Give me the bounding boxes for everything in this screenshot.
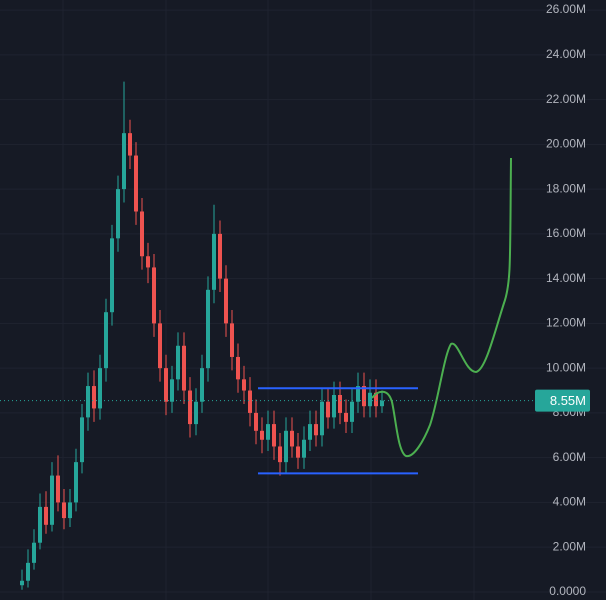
- y-tick-label: 12.00M: [546, 316, 586, 330]
- candle-body: [158, 323, 162, 369]
- y-tick-label: 24.00M: [546, 47, 586, 61]
- candle-body: [200, 368, 204, 402]
- candle-body: [344, 412, 348, 422]
- candle-body: [182, 345, 186, 391]
- candle-body: [368, 392, 372, 407]
- candle-body: [128, 133, 132, 156]
- candle-body: [338, 395, 342, 413]
- candle-body: [326, 401, 330, 418]
- y-tick-label: 0.0000: [549, 584, 586, 598]
- candle-body: [122, 133, 126, 190]
- candle-body: [266, 424, 270, 440]
- y-tick-label: 20.00M: [546, 137, 586, 151]
- candle-body: [146, 256, 150, 268]
- candle-body: [290, 430, 294, 447]
- candle-body: [170, 379, 174, 402]
- y-tick-label: 22.00M: [546, 92, 586, 106]
- y-tick-label: 4.00M: [553, 495, 586, 509]
- candle-body: [224, 278, 228, 324]
- candle-body: [278, 446, 282, 463]
- candle-body: [20, 580, 24, 586]
- candle-body: [320, 401, 324, 436]
- candle-body: [56, 475, 60, 503]
- price-axis: 0.00002.00M4.00M6.00M8.00M10.00M12.00M14…: [535, 2, 590, 598]
- last-price-label: 8.55M: [550, 393, 586, 408]
- candle-body: [362, 386, 366, 407]
- candle-body: [272, 424, 276, 447]
- candle-body: [50, 475, 54, 525]
- candle-body: [308, 424, 312, 440]
- y-tick-label: 14.00M: [546, 271, 586, 285]
- candle-body: [176, 345, 180, 380]
- candle-body: [206, 289, 210, 369]
- plot: [0, 81, 535, 590]
- candle-body: [98, 368, 102, 409]
- candle-body: [380, 400, 384, 407]
- candle-body: [26, 562, 30, 581]
- candle-body: [350, 401, 354, 422]
- candle-body: [68, 502, 72, 519]
- candle-body: [38, 506, 42, 543]
- candle-body: [80, 417, 84, 463]
- y-tick-label: 2.00M: [553, 539, 586, 553]
- candle-body: [188, 390, 192, 425]
- y-tick-label: 16.00M: [546, 226, 586, 240]
- vertical-grid: [62, 0, 475, 600]
- candle-body: [44, 506, 48, 525]
- candle-body: [134, 155, 138, 212]
- candle-body: [152, 267, 156, 324]
- candle-body: [116, 189, 120, 239]
- candle-body: [140, 211, 144, 257]
- candle-body: [194, 401, 198, 425]
- candle-body: [332, 395, 336, 418]
- candle-body: [230, 323, 234, 357]
- candle-body: [104, 312, 108, 369]
- candle-body: [62, 502, 66, 519]
- candle-body: [302, 439, 306, 458]
- candle-body: [248, 390, 252, 413]
- candle-body: [314, 424, 318, 436]
- projection-drawing: [371, 157, 512, 458]
- y-tick-label: 18.00M: [546, 181, 586, 195]
- y-tick-label: 10.00M: [546, 360, 586, 374]
- candle-body: [296, 446, 300, 458]
- candle-body: [92, 386, 96, 409]
- candle-body: [212, 233, 216, 290]
- candle-body: [242, 379, 246, 391]
- candle-body: [74, 462, 78, 503]
- y-tick-label: 6.00M: [553, 450, 586, 464]
- candle-body: [260, 430, 264, 440]
- candle-body: [374, 392, 378, 407]
- grid: [0, 9, 606, 593]
- candle-body: [86, 386, 90, 418]
- candle-body: [356, 386, 360, 402]
- last-price-box: [535, 389, 590, 412]
- candle-body: [284, 430, 288, 463]
- y-tick-label: 26.00M: [546, 2, 586, 16]
- candle-body: [164, 368, 168, 402]
- candle-body: [110, 238, 114, 313]
- candle-body: [218, 233, 222, 279]
- candle-body: [236, 356, 240, 380]
- candle-body: [254, 412, 258, 431]
- candle-body: [32, 542, 36, 563]
